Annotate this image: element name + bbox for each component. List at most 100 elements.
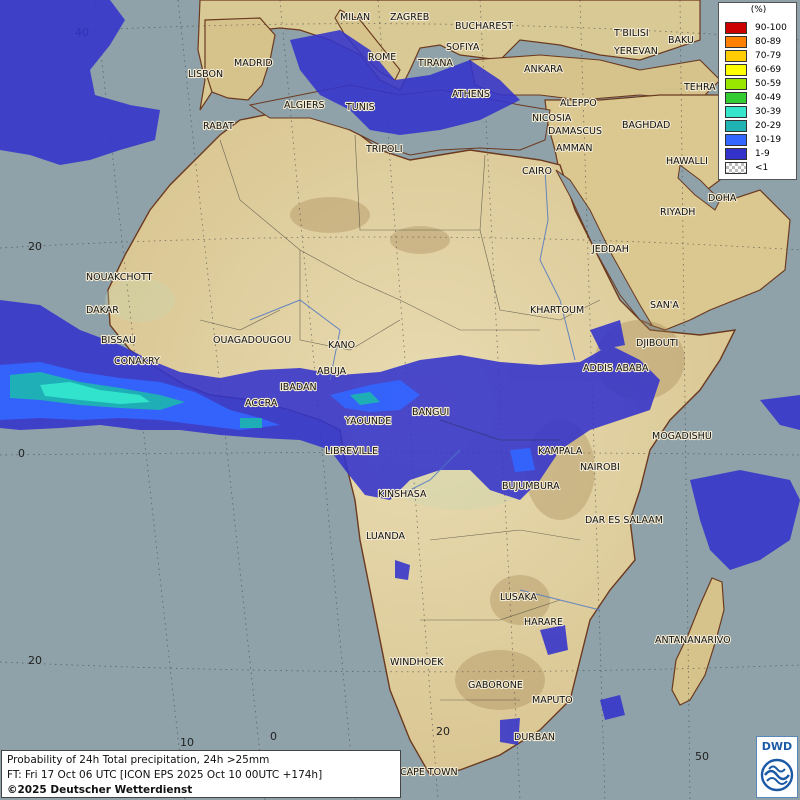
legend-item: 70-79 <box>725 49 781 62</box>
city-label-amman: AMMAN <box>556 143 593 154</box>
legend-label: 70-79 <box>755 50 782 61</box>
city-label-kampala: KAMPALA <box>538 446 583 457</box>
city-label-madrid: MADRID <box>234 58 273 69</box>
city-label-cape-town: CAPE TOWN <box>400 767 458 778</box>
lon-label-10e: 10 <box>180 736 194 749</box>
lat-label-20s: 20 <box>28 654 42 667</box>
city-label-bangui: BANGUI <box>412 407 449 418</box>
city-label-cairo: CAIRO <box>522 166 552 177</box>
city-label-ibadan: IBADAN <box>280 382 317 393</box>
city-label-bujumbura: BUJUMBURA <box>502 481 560 492</box>
city-label-harare: HARARE <box>524 617 563 628</box>
city-label-yerevan: YEREVAN <box>613 46 658 57</box>
city-label-baghdad: BAGHDAD <box>622 120 670 131</box>
city-label-tunis: TUNIS <box>345 102 375 113</box>
country-borders <box>199 134 601 701</box>
legend-label: 1-9 <box>755 148 770 159</box>
legend-item: 40-49 <box>725 91 781 104</box>
city-label-nicosia: NICOSIA <box>532 113 572 124</box>
city-label-milan: MILAN <box>340 12 370 23</box>
city-label-tbilisi: T'BILISI <box>613 28 649 39</box>
city-label-tirana: TIRANA <box>417 58 453 69</box>
city-label-bissau: BISSAU <box>101 335 136 346</box>
dwd-logo-swirl-icon <box>760 758 794 792</box>
persian-gulf <box>677 164 721 211</box>
legend-item: 30-39 <box>725 105 781 118</box>
dwd-logo-text: DWD <box>761 740 793 753</box>
city-label-rabat: RABAT <box>203 121 234 132</box>
city-label-tehran: TEHRA <box>683 82 716 93</box>
city-label-athens: ATHENS <box>452 89 490 100</box>
legend-swatch <box>725 147 747 160</box>
city-label-gaborone: GABORONE <box>468 680 523 691</box>
lon-label-50: 50 <box>695 750 709 763</box>
city-label-dar-es-salaam: DAR ES SALAAM <box>585 515 663 526</box>
red-sea <box>555 169 654 327</box>
legend-label: <1 <box>755 162 769 173</box>
city-label-kinshasa: KINSHASA <box>378 489 427 500</box>
city-label-dakar: DAKAR <box>86 305 119 316</box>
legend-swatch <box>725 63 747 76</box>
legend-swatch <box>725 21 747 34</box>
land-iberia <box>204 17 276 101</box>
city-label-lisbon: LISBON <box>188 69 223 80</box>
city-label-abuja: ABUJA <box>317 366 347 377</box>
lat-label-20n: 20 <box>28 240 42 253</box>
land-madagascar <box>671 577 725 706</box>
city-label-sana: SAN'A <box>650 300 679 311</box>
city-label-zagreb: ZAGREB <box>390 12 429 23</box>
dwd-logo: DWD <box>756 736 798 798</box>
legend-item: 1-9 <box>725 147 770 160</box>
legend-swatch <box>725 105 747 118</box>
city-label-antananarivo: ANTANANARIVO <box>655 635 731 646</box>
legend-item: <1 <box>725 161 768 174</box>
city-label-baku: BAKU <box>668 35 694 46</box>
city-label-doha: DOHA <box>708 193 737 204</box>
legend-swatch <box>725 91 747 104</box>
legend-label: 40-49 <box>755 92 782 103</box>
legend-label: 20-29 <box>755 120 782 131</box>
precip-30-39 <box>40 382 150 404</box>
legend-item: 90-100 <box>725 21 787 34</box>
caption-copyright: ©2025 Deutscher Wetterdienst <box>7 784 193 796</box>
legend-label: 50-59 <box>755 78 782 89</box>
legend-item: 80-89 <box>725 35 781 48</box>
city-label-maputo: MAPUTO <box>532 695 573 706</box>
legend-item: 60-69 <box>725 63 781 76</box>
city-label-conakry: CONAKRY <box>114 356 160 367</box>
city-label-jeddah: JEDDAH <box>591 244 629 255</box>
city-label-yaounde: YAOUNDE <box>344 416 391 427</box>
city-label-ouagadougou: OUAGADOUGOU <box>213 335 291 346</box>
city-label-mogadishu: MOGADISHU <box>652 431 712 442</box>
city-label-lusaka: LUSAKA <box>500 592 538 603</box>
legend-swatch <box>725 49 747 62</box>
city-label-riyadh: RIYADH <box>660 207 695 218</box>
legend-swatch <box>725 161 747 174</box>
precip-1-9 <box>0 0 800 745</box>
legend-label: 80-89 <box>755 36 782 47</box>
city-label-damascus: DAMASCUS <box>548 126 602 137</box>
legend-title: (%) <box>750 5 767 15</box>
city-label-kano: KANO <box>328 340 355 351</box>
caption-forecast-time: FT: Fri 17 Oct 06 UTC [ICON EPS 2025 Oct… <box>7 769 323 781</box>
rivers <box>249 169 601 611</box>
lat-label-0: 0 <box>18 447 25 460</box>
city-label-addis-ababa: ADDIS ABABA <box>583 363 649 374</box>
city-label-aleppo: ALEPPO <box>560 98 597 109</box>
city-label-accra: ACCRA <box>245 398 278 409</box>
legend-item: 10-19 <box>725 133 781 146</box>
city-label-bucharest: BUCHAREST <box>455 21 513 32</box>
city-label-algiers: ALGIERS <box>284 100 325 111</box>
city-label-nairobi: NAIROBI <box>580 462 620 473</box>
city-label-nouakchott: NOUAKCHOTT <box>86 272 153 283</box>
lon-label-0: 0 <box>270 730 277 743</box>
legend-item: 50-59 <box>725 77 781 90</box>
legend-swatch <box>725 119 747 132</box>
legend: (%) 90-100 80-89 70-79 60-69 50-59 40-49 30-39… <box>718 2 797 180</box>
city-labels: MILAN ZAGREB BUCHAREST BAKU SOFIYA T'BIL… <box>85 11 738 779</box>
legend-item: 20-29 <box>725 119 781 132</box>
city-label-sofiya: SOFIYA <box>446 42 480 53</box>
legend-label: 90-100 <box>755 22 787 33</box>
